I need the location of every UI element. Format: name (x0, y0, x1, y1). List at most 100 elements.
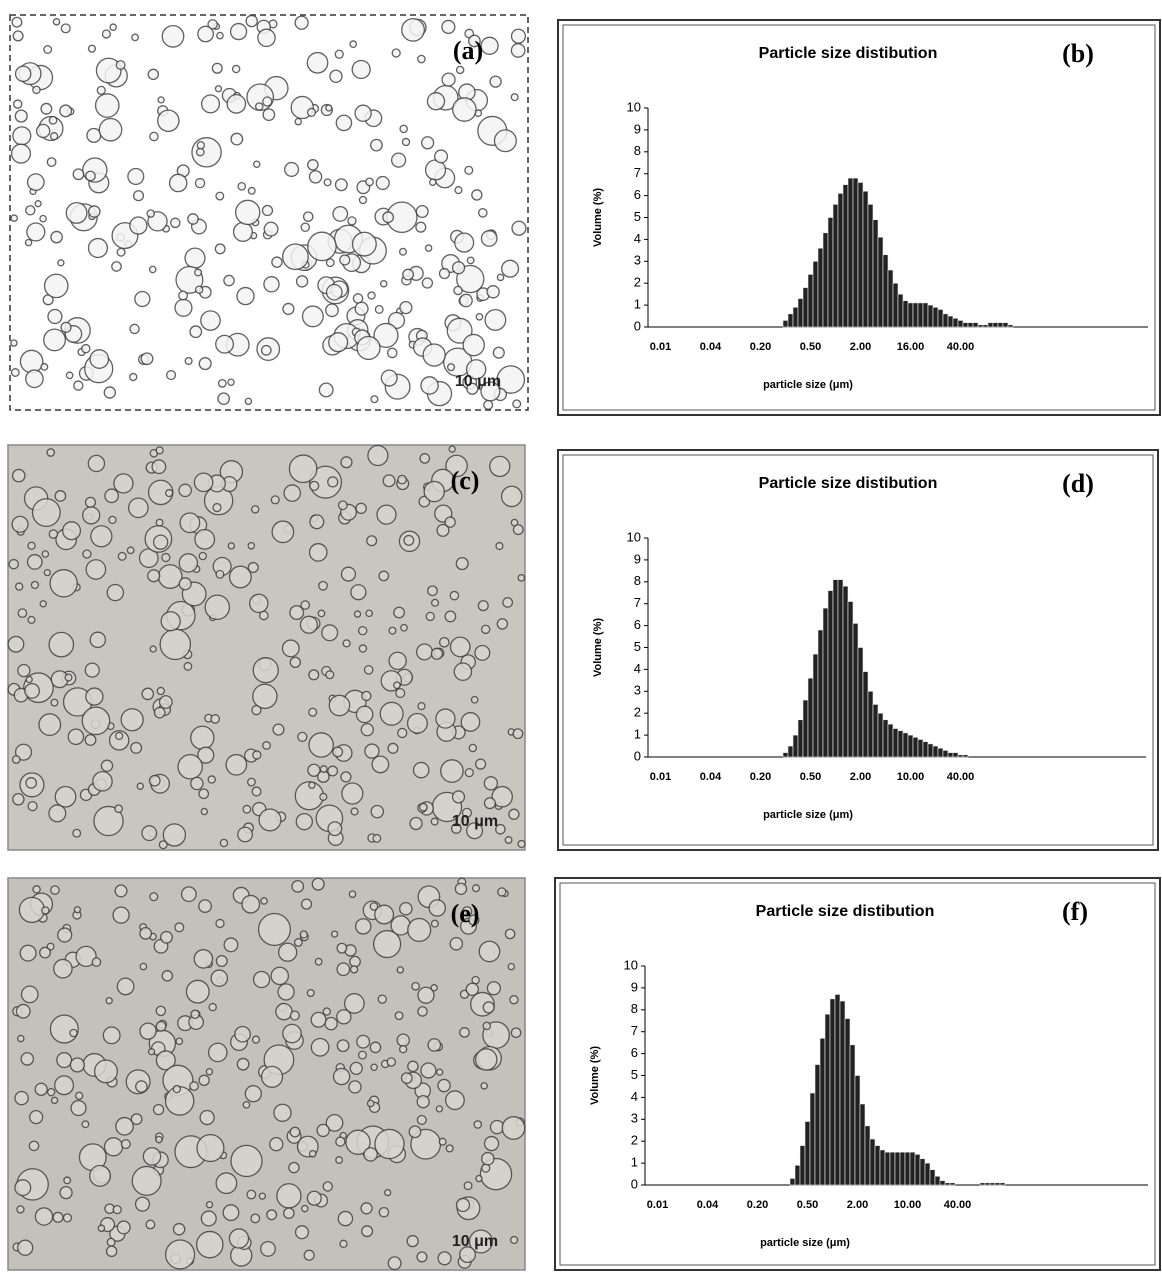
bar (812, 653, 819, 758)
droplet (129, 323, 140, 335)
droplet (215, 955, 228, 968)
droplet (93, 805, 124, 837)
droplet (486, 981, 502, 996)
droplet (142, 1147, 162, 1166)
bar (907, 302, 914, 328)
droplet (435, 708, 456, 729)
droplet (477, 208, 488, 218)
droplet (149, 131, 159, 142)
y-tick-label: 2 (631, 1133, 638, 1148)
droplet (57, 259, 65, 267)
bar (862, 671, 869, 758)
droplet (132, 190, 145, 202)
droplet (155, 518, 164, 527)
y-axis-title: Volume (%) (589, 1046, 601, 1105)
droplet (411, 981, 420, 991)
droplet (43, 328, 66, 352)
y-axis-title: Volume (%) (592, 188, 604, 247)
droplet (289, 605, 305, 621)
droplet (92, 770, 113, 792)
droplet (459, 1027, 470, 1038)
droplet (7, 635, 25, 653)
droplet (190, 776, 204, 791)
droplet (252, 750, 262, 760)
droplet (501, 1116, 526, 1140)
droplet (227, 542, 236, 550)
droplet (459, 293, 473, 308)
droplet (26, 554, 43, 570)
droplet (420, 1062, 437, 1079)
droplet (260, 1065, 284, 1088)
bar (947, 752, 954, 758)
bar (872, 219, 879, 328)
droplet (508, 808, 520, 820)
droplet (72, 168, 85, 181)
y-tick-label: 9 (634, 551, 641, 566)
droplet (399, 901, 413, 916)
droplet (282, 1023, 302, 1044)
droplet (283, 1207, 295, 1219)
droplet (237, 181, 247, 191)
droplet (178, 483, 192, 498)
droplet (399, 300, 413, 315)
droplet (408, 1125, 422, 1139)
bar (849, 1044, 856, 1186)
droplet (325, 104, 333, 112)
droplet (483, 1135, 500, 1152)
droplet (455, 65, 465, 75)
bar (914, 1154, 921, 1186)
droplet (236, 286, 255, 306)
droplet (246, 1189, 257, 1200)
droplet (306, 107, 317, 118)
droplet (358, 195, 368, 205)
bar (932, 745, 939, 758)
droplet (215, 918, 225, 929)
droplet (12, 30, 24, 42)
droplet (127, 497, 149, 519)
droplet (374, 1128, 405, 1160)
bar (802, 699, 809, 758)
droplet (480, 624, 491, 635)
droplet (300, 898, 313, 910)
droplet (237, 826, 253, 843)
droplet (164, 488, 174, 498)
chart-title: Particle size distibution (759, 475, 938, 492)
droplet (14, 1179, 32, 1197)
droplet (388, 651, 407, 671)
x-tick-label: 0.50 (800, 771, 821, 783)
droplet (81, 343, 91, 354)
droplet (73, 906, 82, 914)
droplet (339, 254, 351, 266)
droplet (24, 682, 41, 699)
x-tick-label: 0.20 (747, 1199, 768, 1211)
droplet (401, 17, 425, 42)
y-tick-label: 1 (631, 1155, 638, 1170)
droplet (63, 1176, 72, 1185)
droplet (40, 362, 49, 371)
droplet (325, 283, 343, 301)
droplet (184, 247, 206, 269)
droplet (332, 746, 344, 758)
droplet (230, 132, 244, 146)
droplet (25, 675, 33, 684)
droplet (72, 828, 82, 838)
droplet (214, 243, 226, 255)
droplet (356, 1034, 371, 1049)
bar (989, 1182, 996, 1186)
droplet (294, 15, 309, 30)
bar (844, 1018, 851, 1186)
droplet (26, 173, 45, 192)
droplet (293, 938, 303, 947)
droplet (425, 611, 435, 622)
droplet (495, 541, 504, 551)
droplet (295, 812, 313, 831)
droplet (56, 1052, 73, 1069)
droplet (302, 211, 314, 222)
bar (922, 302, 929, 328)
droplet (328, 332, 349, 353)
droplet (225, 753, 248, 776)
bar (852, 623, 859, 758)
droplet (299, 615, 319, 634)
droplet (402, 268, 415, 281)
droplet (276, 1183, 302, 1209)
